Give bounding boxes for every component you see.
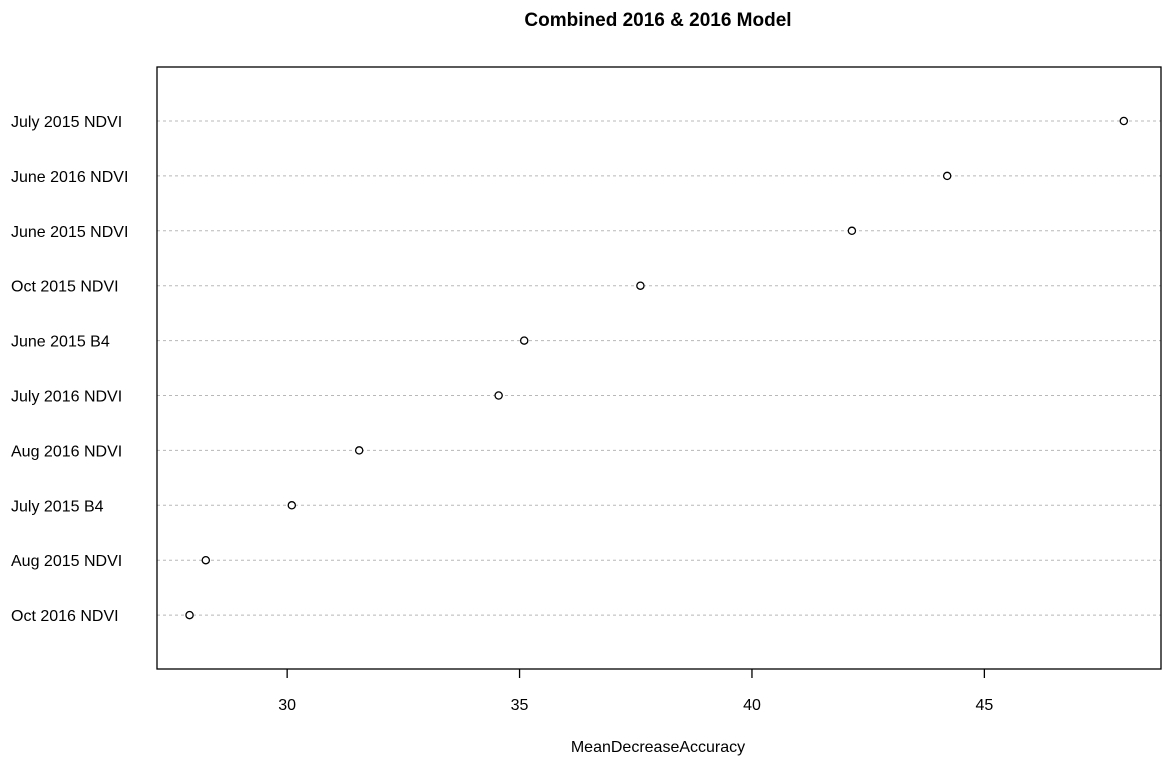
x-tick-label: 45 <box>975 697 993 714</box>
category-label: July 2015 B4 <box>11 498 104 515</box>
category-label: June 2015 NDVI <box>11 224 128 241</box>
x-axis-label: MeanDecreaseAccuracy <box>571 739 745 756</box>
x-tick-label: 40 <box>743 697 761 714</box>
category-label: June 2016 NDVI <box>11 169 128 186</box>
category-label: Aug 2015 NDVI <box>11 553 122 570</box>
data-point <box>636 281 645 290</box>
x-tick-label: 30 <box>278 697 296 714</box>
data-point <box>942 171 952 181</box>
category-label: Oct 2015 NDVI <box>11 279 119 296</box>
chart-title: Combined 2016 & 2016 Model <box>524 10 791 31</box>
data-point <box>1119 116 1129 126</box>
category-labels: July 2015 NDVI June 2016 NDVI June 2015 ND… <box>11 114 128 625</box>
category-label: July 2016 NDVI <box>11 389 122 406</box>
data-point <box>354 446 364 455</box>
category-label: Oct 2016 NDVI <box>11 608 119 625</box>
category-label: Aug 2016 NDVI <box>11 443 122 460</box>
x-axis: 30 35 40 45 <box>278 669 993 714</box>
category-label: July 2015 NDVI <box>11 114 122 131</box>
plot-frame <box>156 66 1162 670</box>
x-tick-label: 35 <box>511 697 529 714</box>
data-point <box>185 610 194 620</box>
data-point <box>519 336 529 345</box>
data-points <box>185 116 1129 620</box>
data-point <box>494 391 503 400</box>
data-point <box>287 501 297 510</box>
data-point <box>201 555 211 565</box>
category-label: June 2015 B4 <box>11 334 110 351</box>
data-point <box>847 226 857 236</box>
grid-lines <box>157 120 1161 616</box>
